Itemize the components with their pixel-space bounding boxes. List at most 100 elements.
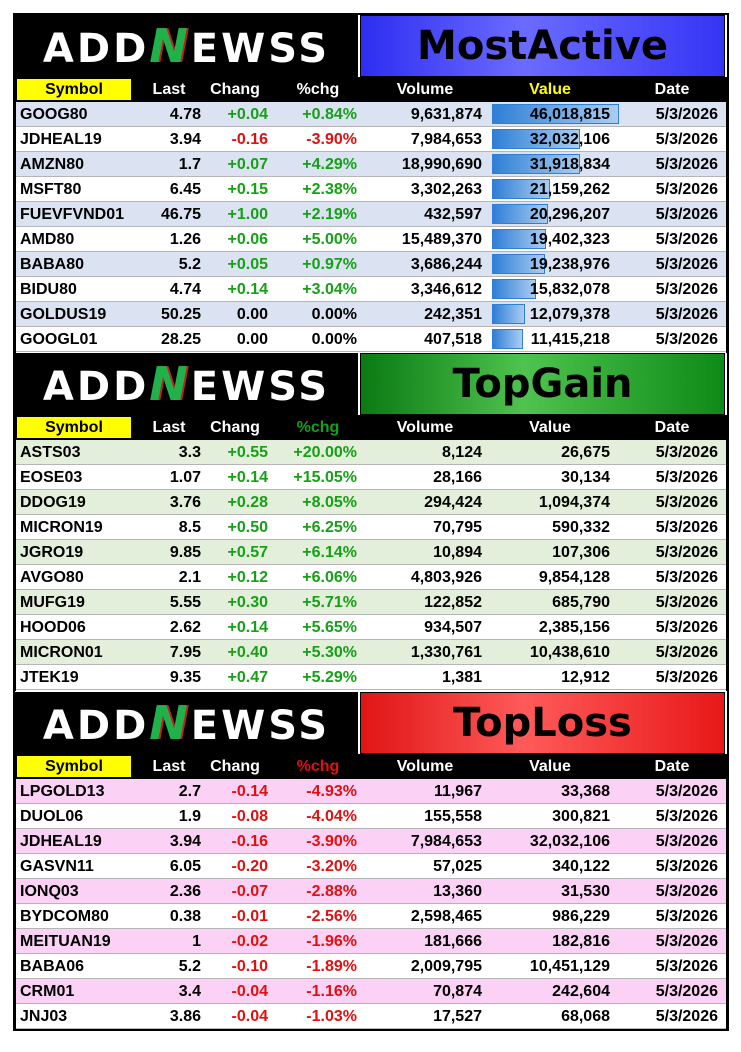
cell-pct: +0.97% <box>302 256 357 273</box>
column-header-pct[interactable]: %chg <box>296 419 340 436</box>
cell-volume: 1,381 <box>441 669 482 686</box>
table-row[interactable]: MICRON19 8.5 +0.50 +6.25% 70,795 590,332 5/3/2… <box>15 515 727 540</box>
table-row[interactable]: EOSE03 1.07 +0.14 +15.05% 28,166 30,134 5/3/20… <box>15 465 727 490</box>
logo: ADDNEWSS <box>15 353 358 415</box>
column-header-pct[interactable]: %chg <box>296 81 340 98</box>
column-header-symbol[interactable]: Symbol <box>17 417 131 438</box>
column-header-change[interactable]: Chang <box>210 758 260 775</box>
cell-last: 0.38 <box>169 908 201 925</box>
cell-volume: 2,598,465 <box>410 908 482 925</box>
cell-pct: +20.00% <box>293 444 357 461</box>
cell-symbol: GASVN11 <box>20 858 94 875</box>
table-row[interactable]: BYDCOM80 0.38 -0.01 -2.56% 2,598,465 986,229 5… <box>15 904 727 929</box>
table-row[interactable]: IONQ03 2.36 -0.07 -2.88% 13,360 31,530 5/3/202… <box>15 879 727 904</box>
cell-date: 5/3/2026 <box>655 206 718 223</box>
table-row[interactable]: GASVN11 6.05 -0.20 -3.20% 57,025 340,122 5/3/2… <box>15 854 727 879</box>
cell-pct: -4.04% <box>306 808 357 825</box>
column-header-date[interactable]: Date <box>654 758 690 775</box>
logo-text-pre: ADD <box>42 26 150 72</box>
cell-last: 2.36 <box>169 883 201 900</box>
column-header-value[interactable]: Value <box>529 419 571 436</box>
cell-last: 28.25 <box>160 331 201 348</box>
column-header-last[interactable]: Last <box>152 419 186 436</box>
cell-volume: 294,424 <box>424 494 482 511</box>
cell-date: 5/3/2026 <box>655 331 718 348</box>
cell-change: +0.14 <box>227 619 268 636</box>
cell-change: +0.14 <box>227 281 268 298</box>
cell-pct: -1.89% <box>306 958 357 975</box>
cell-symbol: GOOG80 <box>20 106 88 123</box>
column-header-change[interactable]: Chang <box>210 419 260 436</box>
panel-title: MostActive <box>417 23 668 69</box>
cell-value: 12,079,378 <box>529 306 610 323</box>
cell-pct: +15.05% <box>293 469 357 486</box>
column-header-date[interactable]: Date <box>654 81 690 98</box>
table-row[interactable]: BABA80 5.2 +0.05 +0.97% 3,686,244 19,238,976 5… <box>15 252 727 277</box>
column-header-change[interactable]: Chang <box>210 81 260 98</box>
table-row[interactable]: AMZN80 1.7 +0.07 +4.29% 18,990,690 31,918,834… <box>15 152 727 177</box>
table-row[interactable]: MUFG19 5.55 +0.30 +5.71% 122,852 685,790 5/3/2… <box>15 590 727 615</box>
column-header-volume[interactable]: Volume <box>396 419 454 436</box>
column-header-last[interactable]: Last <box>152 81 186 98</box>
cell-symbol: LPGOLD13 <box>20 783 105 800</box>
cell-symbol: IONQ03 <box>20 883 79 900</box>
column-header-symbol[interactable]: Symbol <box>17 756 131 777</box>
table-row[interactable]: CRM01 3.4 -0.04 -1.16% 70,874 242,604 5/3/2026 <box>15 979 727 1004</box>
cell-volume: 70,795 <box>433 519 482 536</box>
cell-value: 10,438,610 <box>529 644 610 661</box>
cell-last: 5.55 <box>169 594 201 611</box>
column-header-last[interactable]: Last <box>152 758 186 775</box>
cell-pct: -2.56% <box>306 908 357 925</box>
table-row[interactable]: JDHEAL19 3.94 -0.16 -3.90% 7,984,653 32,032,1… <box>15 829 727 854</box>
table-row[interactable]: AVGO80 2.1 +0.12 +6.06% 4,803,926 9,854,128 5/… <box>15 565 727 590</box>
table-row[interactable]: BIDU80 4.74 +0.14 +3.04% 3,346,612 15,832,078… <box>15 277 727 302</box>
table-row[interactable]: GOLDUS19 50.25 0.00 0.00% 242,351 12,079,378 5… <box>15 302 727 327</box>
column-header-date[interactable]: Date <box>654 419 690 436</box>
cell-change: +0.28 <box>227 494 268 511</box>
cell-last: 3.76 <box>169 494 201 511</box>
column-header-volume[interactable]: Volume <box>396 81 454 98</box>
table-row[interactable]: DDOG19 3.76 +0.28 +8.05% 294,424 1,094,374 5/3… <box>15 490 727 515</box>
cell-value: 9,854,128 <box>538 569 610 586</box>
logo-text-n: N <box>149 357 191 411</box>
cell-volume: 3,302,263 <box>410 181 482 198</box>
column-header-pct[interactable]: %chg <box>296 758 340 775</box>
column-header-volume[interactable]: Volume <box>396 758 454 775</box>
table-row[interactable]: LPGOLD13 2.7 -0.14 -4.93% 11,967 33,368 5/3/20… <box>15 779 727 804</box>
cell-last: 1.07 <box>169 469 201 486</box>
table-row[interactable]: JGRO19 9.85 +0.57 +6.14% 10,894 107,306 5/3/20… <box>15 540 727 565</box>
cell-change: -0.14 <box>231 783 268 800</box>
cell-last: 3.4 <box>178 983 201 1000</box>
cell-value: 590,332 <box>552 519 610 536</box>
cell-last: 3.3 <box>178 444 201 461</box>
cell-last: 3.94 <box>169 131 201 148</box>
table-row[interactable]: BABA06 5.2 -0.10 -1.89% 2,009,795 10,451,129 5… <box>15 954 727 979</box>
table-row[interactable]: FUEVFVND01 46.75 +1.00 +2.19% 432,597 20,296,… <box>15 202 727 227</box>
table-row[interactable]: GOOGL01 28.25 0.00 0.00% 407,518 11,415,218 5/… <box>15 327 727 352</box>
table-row[interactable]: GOOG80 4.78 +0.04 +0.84% 9,631,874 46,018,815… <box>15 102 727 127</box>
table-row[interactable]: JTEK19 9.35 +0.47 +5.29% 1,381 12,912 5/3/2026 <box>15 665 727 690</box>
cell-pct: 0.00% <box>311 306 357 323</box>
table-row[interactable]: AMD80 1.26 +0.06 +5.00% 15,489,370 19,402,323… <box>15 227 727 252</box>
cell-change: +0.05 <box>227 256 268 273</box>
cell-value: 107,306 <box>552 544 610 561</box>
column-header-value[interactable]: Value <box>529 81 571 98</box>
table-row[interactable]: HOOD06 2.62 +0.14 +5.65% 934,507 2,385,156 5/3… <box>15 615 727 640</box>
table-row[interactable]: MEITUAN19 1 -0.02 -1.96% 181,666 182,816 5/3/2… <box>15 929 727 954</box>
table-row[interactable]: ASTS03 3.3 +0.55 +20.00% 8,124 26,675 5/3/2026 <box>15 440 727 465</box>
cell-change: 0.00 <box>236 306 268 323</box>
column-header-value[interactable]: Value <box>529 758 571 775</box>
table-row[interactable]: JDHEAL19 3.94 -0.16 -3.90% 7,984,653 32,032,1… <box>15 127 727 152</box>
table-row[interactable]: DUOL06 1.9 -0.08 -4.04% 155,558 300,821 5/3/20… <box>15 804 727 829</box>
table-row[interactable]: JNJ03 3.86 -0.04 -1.03% 17,527 68,068 5/3/2026 <box>15 1004 727 1029</box>
table-row[interactable]: MSFT80 6.45 +0.15 +2.38% 3,302,263 21,159,262… <box>15 177 727 202</box>
cell-value: 242,604 <box>552 983 610 1000</box>
table-row[interactable]: MICRON01 7.95 +0.40 +5.30% 1,330,761 10,438,6… <box>15 640 727 665</box>
logo-text-post: EWSS <box>190 364 331 410</box>
column-header-symbol[interactable]: Symbol <box>17 79 131 100</box>
cell-pct: +6.14% <box>302 544 357 561</box>
cell-date: 5/3/2026 <box>655 883 718 900</box>
cell-date: 5/3/2026 <box>655 106 718 123</box>
cell-last: 1 <box>192 933 201 950</box>
cell-value: 182,816 <box>552 933 610 950</box>
